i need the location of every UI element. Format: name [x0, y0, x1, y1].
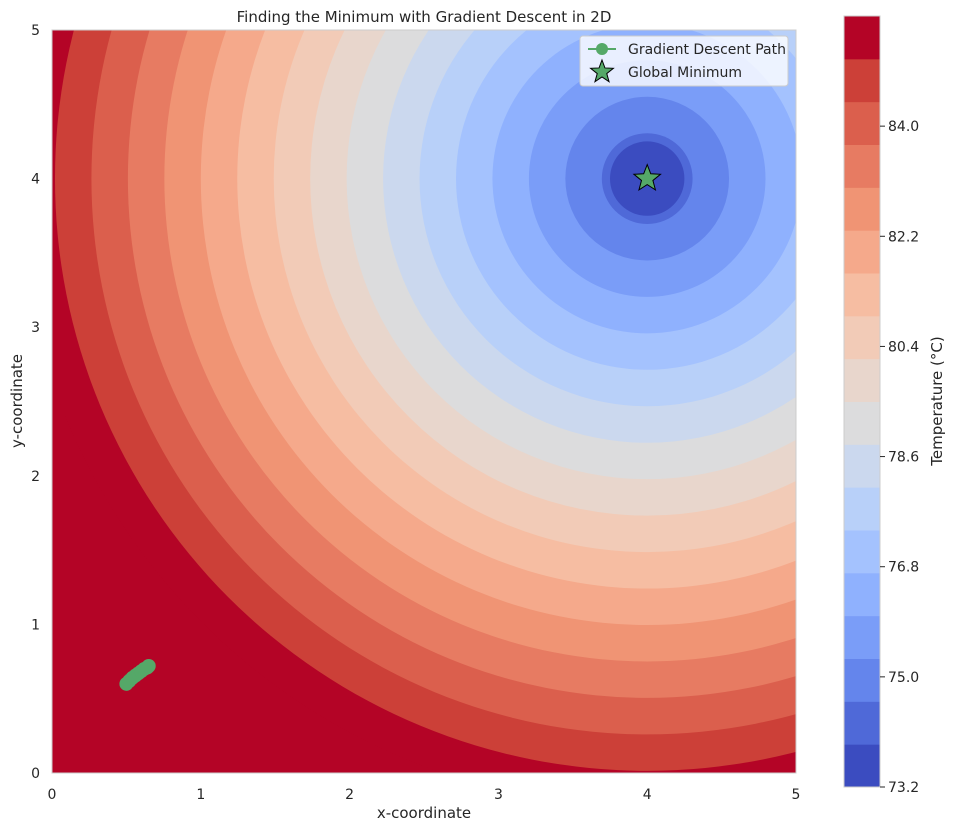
colorbar-band [844, 401, 880, 445]
global-minimum-star [632, 163, 662, 192]
colorbar-band [844, 230, 880, 274]
colorbar-band [844, 572, 880, 617]
colorbar-band [844, 187, 880, 231]
y-tick-label: 0 [31, 766, 40, 782]
x-tick-label: 2 [345, 787, 354, 803]
x-tick-label: 1 [196, 787, 205, 803]
colorbar-band [844, 16, 880, 60]
legend-path-marker-swatch [596, 43, 608, 55]
contour-bands [52, 30, 796, 773]
legend-label-global-minimum: Global Minimum [628, 65, 742, 81]
colorbar: 73.2 75.0 76.8 78.6 80.4 82.2 84.0 Temperature… [843, 15, 946, 796]
x-tick-label: 3 [494, 787, 503, 803]
x-axis-ticks: 0 1 2 3 4 5 [48, 787, 801, 803]
colorbar-band [844, 487, 880, 531]
colorbar-band [844, 315, 880, 360]
colorbar-band [844, 444, 880, 488]
legend: Gradient Descent Path Global Minimum [579, 35, 789, 87]
chart-title: Finding the Minimum with Gradient Descen… [237, 8, 612, 26]
colorbar-band [844, 273, 880, 317]
colorbar-tick-label: 82.2 [888, 229, 919, 245]
colorbar-bands [844, 16, 880, 788]
x-axis-label: x-coordinate [377, 804, 471, 822]
y-axis-ticks: 0 1 2 3 4 5 [31, 23, 40, 782]
legend-label-gradient-descent-path: Gradient Descent Path [628, 42, 786, 58]
colorbar-tick-label: 84.0 [888, 119, 919, 135]
y-axis-label: y-coordinate [8, 354, 26, 448]
colorbar-frame [843, 15, 881, 788]
colorbar-tick-label: 75.0 [888, 670, 919, 686]
colorbar-tick-label: 78.6 [888, 450, 919, 466]
x-tick-label: 5 [792, 787, 801, 803]
legend-box [579, 35, 789, 87]
colorbar-tick-label: 73.2 [888, 780, 919, 796]
colorbar-band [844, 358, 880, 402]
colorbar-band [844, 530, 880, 574]
legend-star-swatch [589, 58, 615, 83]
y-tick-label: 4 [31, 172, 40, 188]
colorbar-band [844, 744, 880, 788]
colorbar-tick-label: 76.8 [888, 560, 919, 576]
colorbar-band [844, 658, 880, 702]
colorbar-band [844, 701, 880, 745]
y-tick-label: 2 [31, 469, 40, 485]
y-tick-label: 5 [31, 23, 40, 39]
colorbar-band [844, 58, 880, 103]
colorbar-band [844, 144, 880, 188]
gradient-descent-path-point [141, 659, 156, 674]
colorbar-band [844, 615, 880, 659]
y-tick-label: 1 [31, 617, 40, 633]
plot-area [51, 29, 797, 774]
colorbar-ticks: 73.2 75.0 76.8 78.6 80.4 82.2 84.0 [880, 119, 919, 796]
colorbar-tick-label: 80.4 [888, 339, 919, 355]
y-tick-label: 3 [31, 320, 40, 336]
colorbar-label: Temperature (°C) [928, 336, 946, 466]
colorbar-band [844, 101, 880, 145]
series-layer [119, 163, 662, 691]
legend-star-marker [589, 58, 615, 83]
x-tick-label: 0 [48, 787, 57, 803]
plot-frame [51, 29, 797, 774]
x-tick-label: 4 [643, 787, 652, 803]
